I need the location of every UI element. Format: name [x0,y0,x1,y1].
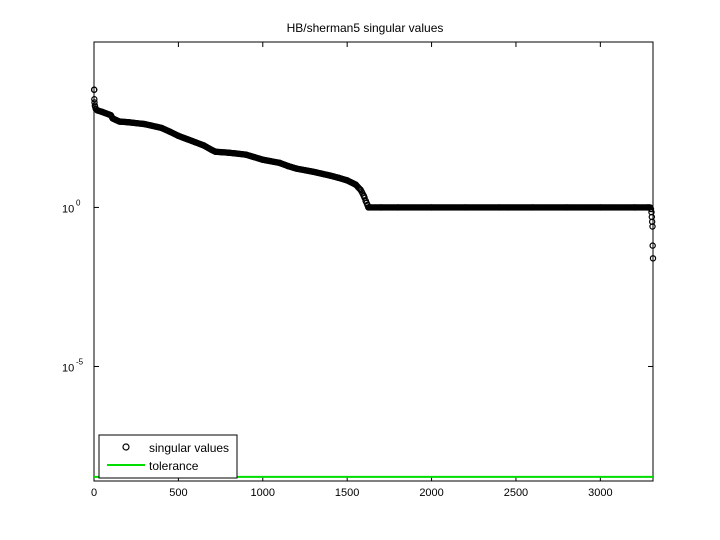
data-point [335,174,342,182]
x-tick-label: 1000 [251,487,275,499]
chart-title: HB/sherman5 singular values [287,21,444,35]
data-point [276,159,283,167]
data-point [362,197,369,205]
data-point [377,204,385,211]
data-point [647,205,655,213]
data-point [107,111,115,119]
x-tick-label: 500 [169,487,187,499]
data-point [99,108,106,116]
data-point [251,153,258,161]
x-axis: 0 500 1000 1500 2000 2500 3000 [91,42,613,499]
data-point [284,162,292,170]
data-point [116,118,123,125]
data-point [200,142,207,149]
data-point [630,204,638,211]
data-point [92,105,99,113]
data-point [462,204,469,211]
plot-frame [93,41,654,482]
legend: singular values tolerance [98,434,238,479]
data-point [192,139,199,146]
x-tick-label: 2500 [504,487,528,499]
data-point [208,146,216,154]
data-point [529,204,537,211]
data-point [310,168,317,175]
data-point [343,177,351,184]
x-tick-label: 3000 [588,487,612,499]
data-point [124,118,131,126]
x-tick-label: 0 [91,487,97,499]
y-tick-label: 10 [62,203,74,215]
data-point [91,102,99,109]
data-point [563,204,570,211]
data-point [166,128,174,135]
data-point [175,132,182,140]
data-point [365,204,372,211]
data-point [212,148,219,155]
legend-label-tolerance: tolerance [149,459,199,473]
legend-marker-singular-values [122,443,130,451]
singular-values-series [90,86,657,262]
x-tick-label: 2000 [419,487,443,499]
x-tick-label: 1500 [335,487,359,499]
data-point [357,186,364,194]
y-tick-exponent: -5 [76,357,84,366]
data-point [225,149,233,156]
y-tick-label: 10 [62,362,74,374]
data-point [649,223,656,230]
data-point [91,96,98,103]
y-tick-exponent: 0 [76,198,81,207]
data-point [495,204,503,211]
data-point [158,124,165,132]
data-point [649,255,657,262]
data-point [597,204,604,211]
data-point [242,151,250,158]
data-point [141,120,148,128]
legend-box [98,434,238,479]
data-point [293,165,300,172]
data-point [428,204,435,211]
data-point [90,86,98,93]
data-point [109,115,116,122]
data-point [259,156,266,163]
data-point [183,135,191,143]
data-point [394,204,402,211]
data-point [91,99,98,106]
data-point [649,242,656,249]
data-point [352,181,359,188]
legend-label-singular-values: singular values [149,441,229,455]
data-point [327,172,334,179]
